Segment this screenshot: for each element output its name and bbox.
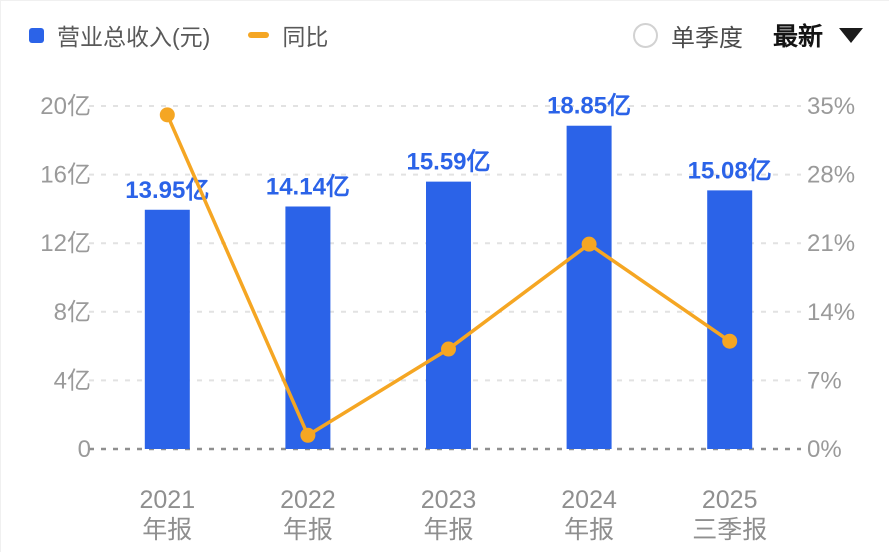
- left-axis-tick: 16亿: [40, 162, 91, 189]
- period-dropdown[interactable]: 最新: [773, 17, 863, 53]
- bar-value-label: 14.14亿: [266, 173, 350, 200]
- x-axis-label-year: 2022: [280, 486, 336, 514]
- bar-2024[interactable]: [566, 125, 612, 449]
- left-axis-tick: 20亿: [40, 93, 91, 120]
- legend-yoy-label: 同比: [282, 24, 329, 50]
- bar-2023[interactable]: [426, 181, 471, 449]
- legend-item-revenue[interactable]: 营业总收入(元): [29, 18, 210, 52]
- bar-2021[interactable]: [144, 209, 190, 449]
- yoy-point-2023[interactable]: [441, 341, 456, 357]
- x-axis-label-period: 年报: [564, 516, 614, 544]
- left-axis-tick: 12亿: [40, 230, 91, 257]
- caret-down-icon: [839, 27, 863, 43]
- x-axis-label-period: 年报: [142, 516, 192, 544]
- header-controls: 单季度 最新: [632, 17, 863, 53]
- yoy-point-2022[interactable]: [300, 427, 316, 443]
- chart-header: 营业总收入(元) 同比 单季度 最新: [1, 1, 889, 63]
- x-axis-label-period: 年报: [423, 516, 473, 544]
- x-axis-label-year: 2024: [561, 486, 617, 514]
- yoy-point-2021[interactable]: [159, 107, 175, 123]
- bar-value-label: 18.85亿: [547, 93, 631, 120]
- right-axis-tick: 14%: [807, 299, 855, 326]
- yoy-point-2024[interactable]: [581, 236, 597, 252]
- left-axis-tick: 4亿: [54, 367, 91, 394]
- single-quarter-radio-group[interactable]: 单季度: [632, 18, 743, 53]
- left-axis-tick: 8亿: [54, 299, 91, 326]
- x-axis-label-year: 2023: [421, 486, 477, 514]
- bar-2022[interactable]: [285, 206, 331, 449]
- right-axis-tick: 35%: [807, 93, 855, 120]
- bar-2025[interactable]: [707, 190, 753, 450]
- right-axis-tick: 0%: [807, 436, 842, 463]
- yoy-swatch-icon: [248, 32, 270, 38]
- bar-value-label: 15.59亿: [406, 149, 490, 176]
- period-dropdown-value: 最新: [772, 23, 823, 51]
- legend-revenue-label: 营业总收入(元): [57, 24, 211, 50]
- right-axis-tick: 28%: [807, 162, 855, 189]
- single-quarter-label: 单季度: [670, 24, 743, 52]
- legend: 营业总收入(元) 同比: [29, 18, 328, 52]
- bar-value-label: 15.08亿: [688, 157, 772, 184]
- x-axis-label-period: 三季报: [692, 516, 767, 544]
- x-axis-label-period: 年报: [283, 516, 333, 544]
- right-axis-tick: 7%: [807, 367, 842, 394]
- yoy-point-2025[interactable]: [722, 333, 738, 349]
- x-axis-label-year: 2025: [702, 486, 758, 514]
- legend-item-yoy[interactable]: 同比: [248, 18, 328, 52]
- revenue-swatch-icon: [29, 27, 44, 43]
- right-axis-tick: 21%: [807, 230, 855, 257]
- x-axis-label-year: 2021: [139, 486, 195, 514]
- radio-unchecked-icon[interactable]: [632, 22, 658, 48]
- left-axis-tick: 0: [78, 436, 91, 463]
